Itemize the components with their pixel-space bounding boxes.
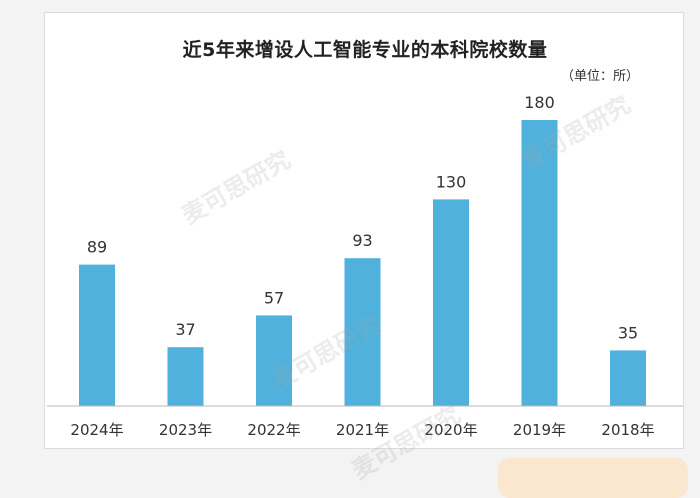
value-labels-layer: 89 37 57 93 130 180 35 — [87, 93, 638, 342]
bar-2019年 — [521, 120, 558, 406]
bar-2022年 — [256, 315, 292, 406]
value-label: 37 — [175, 320, 195, 339]
chart-frame: 近5年来增设人工智能专业的本科院校数量 （单位：所） 89 37 57 93 130 18… — [44, 12, 684, 485]
x-tick-label: 2024年 — [70, 421, 123, 439]
value-label: 35 — [618, 323, 638, 342]
bars-layer — [79, 120, 646, 406]
unit-label: （单位：所） — [560, 69, 639, 84]
bar-2018年 — [610, 350, 646, 406]
x-tick-label: 2021年 — [336, 421, 389, 439]
bar-2024年 — [79, 264, 115, 406]
x-tick-label: 2018年 — [601, 421, 654, 439]
bar-2021年 — [344, 258, 381, 406]
corner-decoration — [498, 458, 688, 498]
tick-labels-layer: 2024年 2023年 2022年 2021年 2020年 2019年 2018年 — [70, 421, 654, 439]
chart-title: 近5年来增设人工智能专业的本科院校数量 — [182, 39, 548, 61]
value-label: 57 — [264, 288, 284, 307]
bar-2023年 — [167, 347, 204, 406]
value-label: 93 — [352, 231, 372, 250]
value-label: 180 — [524, 93, 555, 112]
x-tick-label: 2020年 — [424, 421, 477, 439]
x-tick-label: 2019年 — [513, 421, 566, 439]
bar-2020年 — [433, 199, 469, 406]
x-tick-label: 2022年 — [247, 421, 300, 439]
value-label: 89 — [87, 238, 107, 257]
x-tick-label: 2023年 — [159, 421, 212, 439]
value-label: 130 — [436, 172, 467, 191]
